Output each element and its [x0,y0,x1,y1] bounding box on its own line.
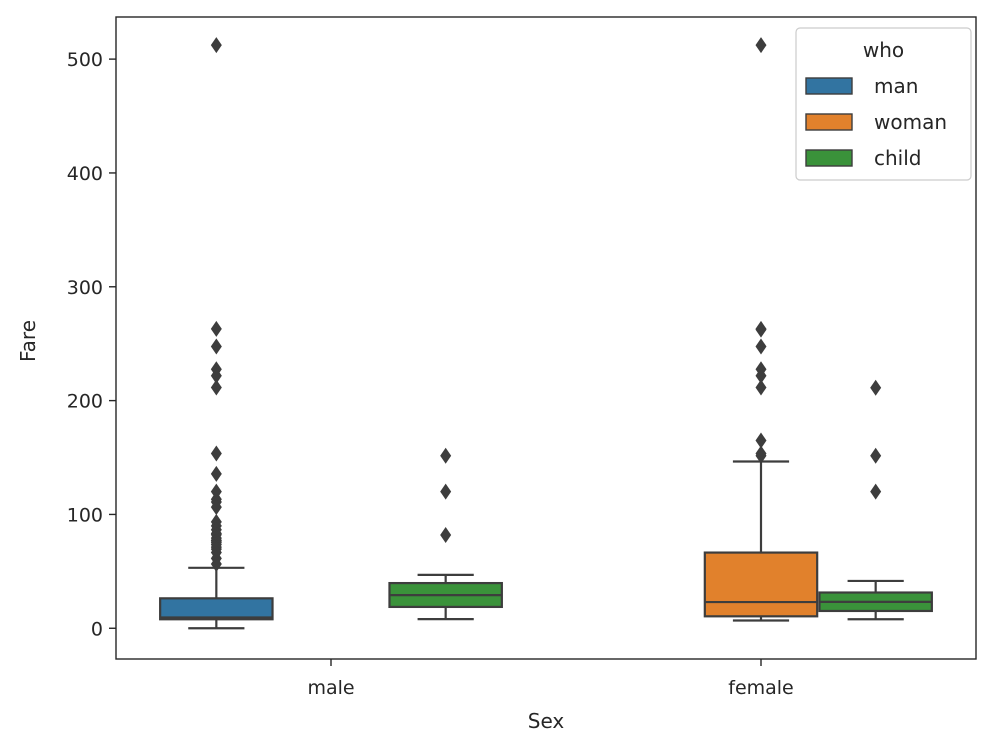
legend: who man woman child [795,27,972,181]
legend-title: who [863,38,904,62]
legend-swatch-man [805,77,853,95]
legend-label-child: child [874,146,921,170]
outlier-point [210,37,222,54]
legend-swatch-child [805,149,853,167]
box-iqr [703,551,819,618]
legend-label-man: man [874,74,918,98]
plot-frame [115,16,977,660]
outlier-point [210,320,222,337]
outlier-point [210,499,222,516]
outlier-point [210,555,222,572]
box-man-male [159,37,274,630]
outlier-point [755,432,767,449]
outlier-point [870,447,882,464]
y-axis-label: Fare [16,320,40,362]
legend-label-woman: woman [874,110,947,134]
y-tick-label: 500 [67,49,103,71]
outlier-point [755,447,767,464]
outlier-point [755,367,767,384]
outlier-point [440,447,452,464]
outlier-point [870,483,882,500]
x-tick-label: female [728,677,794,699]
y-axis: 0 100 200 300 400 500 [67,49,116,640]
legend-swatch-woman [805,113,853,131]
box-woman-female [703,37,819,622]
plot-area [159,37,933,630]
outlier-point [440,483,452,500]
box-iqr [159,597,274,621]
outlier-point [870,379,882,396]
legend-box [795,27,972,181]
box-child-female [818,379,933,621]
y-tick-label: 400 [67,163,103,185]
outlier-point [440,527,452,544]
x-axis-label: Sex [528,709,565,733]
x-tick-label: male [307,677,354,699]
outlier-point [210,367,222,384]
outlier-point [210,465,222,482]
y-tick-label: 300 [67,277,103,299]
outlier-point [210,379,222,396]
y-tick-label: 100 [67,504,103,526]
outlier-point [755,321,767,338]
outlier-point [210,338,222,355]
y-tick-label: 0 [91,618,103,640]
outlier-point [755,338,767,355]
box-child-male [388,447,503,621]
outlier-point [755,37,767,54]
outlier-point [755,379,767,396]
x-axis: male female [307,659,794,699]
outlier-point [210,445,222,462]
y-tick-label: 200 [67,391,103,413]
